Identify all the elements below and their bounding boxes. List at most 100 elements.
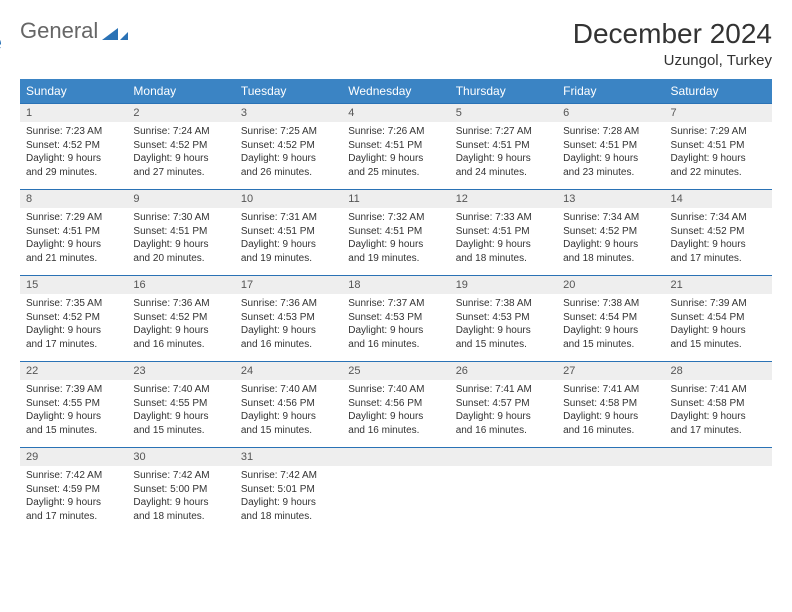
sunrise-line: Sunrise: 7:41 AM: [563, 383, 658, 397]
day-number: 27: [557, 362, 664, 381]
page-header: General Blue December 2024 Uzungol, Turk…: [20, 18, 772, 69]
daylight-line-2: and 18 minutes.: [563, 252, 658, 266]
daylight-line-1: Daylight: 9 hours: [133, 152, 228, 166]
day-number-row: 22232425262728: [20, 362, 772, 381]
day-number: 11: [342, 190, 449, 209]
daylight-line-2: and 16 minutes.: [563, 424, 658, 438]
sunrise-line: Sunrise: 7:34 AM: [563, 211, 658, 225]
sunset-line: Sunset: 4:56 PM: [241, 397, 336, 411]
daylight-line-1: Daylight: 9 hours: [456, 410, 551, 424]
day-number-row: 891011121314: [20, 190, 772, 209]
sunrise-line: Sunrise: 7:39 AM: [26, 383, 121, 397]
daylight-line-1: Daylight: 9 hours: [133, 410, 228, 424]
day-number: 1: [20, 104, 127, 123]
day-detail-cell: Sunrise: 7:37 AMSunset: 4:53 PMDaylight:…: [342, 294, 449, 362]
day-detail-cell: Sunrise: 7:30 AMSunset: 4:51 PMDaylight:…: [127, 208, 234, 276]
daylight-line-1: Daylight: 9 hours: [563, 152, 658, 166]
sunrise-line: Sunrise: 7:29 AM: [671, 125, 766, 139]
day-detail-cell: Sunrise: 7:39 AMSunset: 4:54 PMDaylight:…: [665, 294, 772, 362]
day-detail-cell: Sunrise: 7:31 AMSunset: 4:51 PMDaylight:…: [235, 208, 342, 276]
calendar-page: General Blue December 2024 Uzungol, Turk…: [0, 0, 792, 551]
day-detail-cell: Sunrise: 7:25 AMSunset: 4:52 PMDaylight:…: [235, 122, 342, 190]
weekday-sun: Sunday: [20, 79, 127, 104]
daylight-line-1: Daylight: 9 hours: [241, 238, 336, 252]
sunset-line: Sunset: 4:51 PM: [133, 225, 228, 239]
day-number: 15: [20, 276, 127, 295]
daylight-line-2: and 17 minutes.: [671, 252, 766, 266]
day-detail-cell: Sunrise: 7:26 AMSunset: 4:51 PMDaylight:…: [342, 122, 449, 190]
sunrise-line: Sunrise: 7:40 AM: [348, 383, 443, 397]
sunrise-line: Sunrise: 7:36 AM: [241, 297, 336, 311]
day-number: 17: [235, 276, 342, 295]
daylight-line-2: and 16 minutes.: [348, 424, 443, 438]
daylight-line-2: and 21 minutes.: [26, 252, 121, 266]
day-number: 10: [235, 190, 342, 209]
day-number: 29: [20, 448, 127, 467]
daylight-line-2: and 17 minutes.: [26, 510, 121, 524]
day-number: 3: [235, 104, 342, 123]
day-detail-cell: Sunrise: 7:24 AMSunset: 4:52 PMDaylight:…: [127, 122, 234, 190]
day-number: [665, 448, 772, 467]
daylight-line-1: Daylight: 9 hours: [26, 410, 121, 424]
calendar-table: Sunday Monday Tuesday Wednesday Thursday…: [20, 79, 772, 533]
day-detail-cell: Sunrise: 7:41 AMSunset: 4:58 PMDaylight:…: [665, 380, 772, 448]
sunset-line: Sunset: 4:51 PM: [26, 225, 121, 239]
daylight-line-2: and 20 minutes.: [133, 252, 228, 266]
daylight-line-2: and 17 minutes.: [671, 424, 766, 438]
day-number: [342, 448, 449, 467]
day-detail-cell: Sunrise: 7:41 AMSunset: 4:57 PMDaylight:…: [450, 380, 557, 448]
day-detail-cell: Sunrise: 7:33 AMSunset: 4:51 PMDaylight:…: [450, 208, 557, 276]
day-number: 12: [450, 190, 557, 209]
daylight-line-1: Daylight: 9 hours: [348, 410, 443, 424]
day-detail-cell: Sunrise: 7:34 AMSunset: 4:52 PMDaylight:…: [665, 208, 772, 276]
daylight-line-1: Daylight: 9 hours: [241, 410, 336, 424]
day-detail-cell: Sunrise: 7:28 AMSunset: 4:51 PMDaylight:…: [557, 122, 664, 190]
sunrise-line: Sunrise: 7:24 AM: [133, 125, 228, 139]
sunset-line: Sunset: 4:52 PM: [26, 311, 121, 325]
sunset-line: Sunset: 4:54 PM: [563, 311, 658, 325]
sunset-line: Sunset: 4:58 PM: [671, 397, 766, 411]
daylight-line-1: Daylight: 9 hours: [671, 410, 766, 424]
sunset-line: Sunset: 4:51 PM: [671, 139, 766, 153]
sunrise-line: Sunrise: 7:32 AM: [348, 211, 443, 225]
daylight-line-1: Daylight: 9 hours: [26, 324, 121, 338]
sunset-line: Sunset: 4:53 PM: [241, 311, 336, 325]
daylight-line-2: and 15 minutes.: [456, 338, 551, 352]
day-detail-cell: Sunrise: 7:42 AMSunset: 5:00 PMDaylight:…: [127, 466, 234, 533]
sunrise-line: Sunrise: 7:25 AM: [241, 125, 336, 139]
sunset-line: Sunset: 4:59 PM: [26, 483, 121, 497]
daylight-line-1: Daylight: 9 hours: [348, 238, 443, 252]
brand-word-1: General: [20, 18, 98, 44]
day-number: 5: [450, 104, 557, 123]
sunrise-line: Sunrise: 7:35 AM: [26, 297, 121, 311]
sunset-line: Sunset: 4:56 PM: [348, 397, 443, 411]
sunrise-line: Sunrise: 7:38 AM: [456, 297, 551, 311]
day-number: 19: [450, 276, 557, 295]
day-number: 16: [127, 276, 234, 295]
daylight-line-1: Daylight: 9 hours: [563, 238, 658, 252]
day-detail-cell: Sunrise: 7:41 AMSunset: 4:58 PMDaylight:…: [557, 380, 664, 448]
day-detail-cell: Sunrise: 7:29 AMSunset: 4:51 PMDaylight:…: [20, 208, 127, 276]
daylight-line-1: Daylight: 9 hours: [563, 324, 658, 338]
daylight-line-2: and 18 minutes.: [241, 510, 336, 524]
day-number: 4: [342, 104, 449, 123]
daylight-line-2: and 16 minutes.: [348, 338, 443, 352]
sunrise-line: Sunrise: 7:28 AM: [563, 125, 658, 139]
daylight-line-1: Daylight: 9 hours: [671, 238, 766, 252]
sunrise-line: Sunrise: 7:42 AM: [26, 469, 121, 483]
day-number: 6: [557, 104, 664, 123]
daylight-line-1: Daylight: 9 hours: [563, 410, 658, 424]
sunrise-line: Sunrise: 7:29 AM: [26, 211, 121, 225]
day-detail-cell: [450, 466, 557, 533]
daylight-line-2: and 15 minutes.: [563, 338, 658, 352]
day-number: 22: [20, 362, 127, 381]
day-number: 30: [127, 448, 234, 467]
daylight-line-2: and 15 minutes.: [133, 424, 228, 438]
sunset-line: Sunset: 4:54 PM: [671, 311, 766, 325]
day-number: 8: [20, 190, 127, 209]
sunrise-line: Sunrise: 7:23 AM: [26, 125, 121, 139]
day-number: 23: [127, 362, 234, 381]
day-detail-cell: Sunrise: 7:36 AMSunset: 4:53 PMDaylight:…: [235, 294, 342, 362]
day-detail-cell: Sunrise: 7:40 AMSunset: 4:56 PMDaylight:…: [235, 380, 342, 448]
daylight-line-2: and 15 minutes.: [671, 338, 766, 352]
